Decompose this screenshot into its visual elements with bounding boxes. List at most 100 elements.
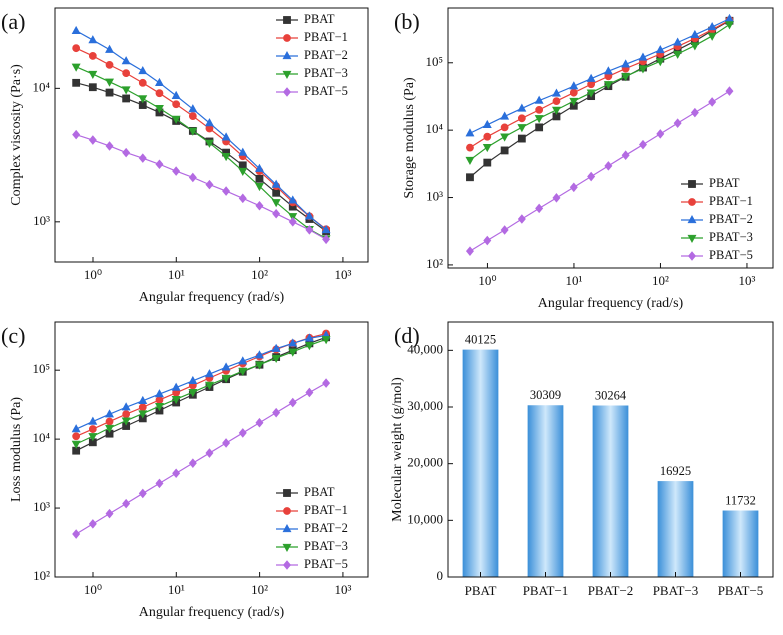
marker — [271, 179, 281, 188]
marker — [205, 448, 214, 458]
y-tick-label: 30,000 — [407, 398, 443, 413]
marker — [105, 417, 114, 426]
marker — [222, 186, 231, 196]
marker — [271, 343, 281, 352]
marker — [88, 35, 98, 44]
marker — [105, 409, 115, 418]
x-tick-label: 10³ — [334, 267, 351, 282]
marker — [254, 182, 264, 192]
x-tick-label: PBAT−2 — [588, 583, 634, 598]
legend-marker — [282, 51, 292, 60]
marker — [171, 382, 181, 391]
marker — [569, 81, 579, 90]
marker — [638, 65, 648, 74]
marker — [254, 350, 264, 359]
y-axis-title: Storage modulus (Pa) — [402, 77, 417, 199]
marker — [122, 147, 131, 158]
marker — [517, 103, 527, 112]
marker — [204, 381, 214, 390]
marker — [656, 129, 665, 139]
marker — [188, 458, 197, 468]
marker — [304, 211, 314, 220]
marker — [465, 246, 474, 256]
x-tick-label: 10¹ — [168, 267, 185, 282]
series-line — [75, 30, 327, 231]
marker — [171, 90, 181, 99]
marker — [205, 179, 214, 190]
marker — [552, 88, 561, 97]
marker — [88, 52, 97, 60]
x-tick-label: 10⁰ — [84, 267, 102, 282]
value-label: 30309 — [530, 388, 561, 402]
marker — [155, 159, 164, 170]
marker — [105, 88, 114, 97]
legend-label: PBAT−2 — [304, 521, 348, 535]
marker — [172, 468, 181, 479]
marker — [88, 519, 97, 529]
series-line — [469, 23, 730, 161]
marker — [725, 21, 734, 30]
legend-marker — [283, 34, 291, 42]
marker — [138, 95, 148, 104]
marker — [466, 143, 474, 152]
series-line — [469, 20, 730, 178]
marker — [500, 123, 509, 132]
marker — [221, 153, 231, 162]
legend-marker — [283, 507, 291, 515]
marker — [105, 78, 115, 87]
marker — [288, 348, 298, 357]
marker — [155, 89, 164, 98]
marker — [690, 42, 700, 51]
marker — [690, 107, 699, 118]
series-line — [75, 382, 327, 535]
marker — [482, 119, 492, 129]
marker — [122, 69, 131, 78]
marker — [569, 182, 578, 193]
marker — [238, 428, 247, 438]
marker — [321, 224, 331, 234]
legend-label: PBAT−1 — [304, 30, 348, 44]
marker — [238, 367, 248, 377]
legend-marker — [283, 560, 291, 570]
marker — [221, 132, 231, 141]
marker — [221, 374, 231, 383]
marker — [569, 97, 579, 107]
marker — [535, 105, 544, 114]
marker — [105, 44, 115, 53]
y-tick-label: 10⁴ — [32, 430, 50, 445]
marker — [188, 388, 198, 398]
x-axis-title: Angular frequency (rad/s) — [538, 296, 684, 311]
marker — [138, 410, 148, 419]
marker — [517, 134, 526, 143]
marker — [673, 118, 682, 128]
y-axis-title: Molecular weight (g/mol) — [390, 377, 405, 522]
marker — [288, 397, 297, 408]
marker — [673, 37, 683, 46]
marker — [534, 95, 544, 104]
marker — [483, 235, 492, 246]
legend-label: PBAT−2 — [709, 212, 753, 226]
marker — [272, 407, 281, 418]
marker — [305, 387, 314, 398]
marker — [105, 424, 115, 433]
y-tick-label: 10³ — [426, 189, 443, 204]
x-axis-title: Angular frequency (rad/s) — [139, 605, 285, 620]
bar — [722, 510, 759, 577]
y-tick-label: 10⁴ — [425, 121, 443, 136]
marker — [188, 375, 198, 385]
marker — [88, 83, 97, 92]
x-tick-label: PBAT — [465, 583, 497, 598]
y-axis-title: Loss modulus (Pa) — [9, 397, 24, 502]
marker — [255, 200, 264, 211]
series-line — [469, 18, 730, 134]
marker — [105, 60, 114, 69]
plot-frame — [54, 321, 369, 578]
x-tick-label: 10³ — [739, 273, 756, 288]
marker — [586, 89, 596, 98]
marker — [535, 123, 544, 132]
y-tick-label: 10³ — [33, 499, 50, 514]
marker — [222, 438, 231, 448]
marker — [138, 66, 148, 75]
y-tick-label: 10,000 — [407, 511, 443, 526]
